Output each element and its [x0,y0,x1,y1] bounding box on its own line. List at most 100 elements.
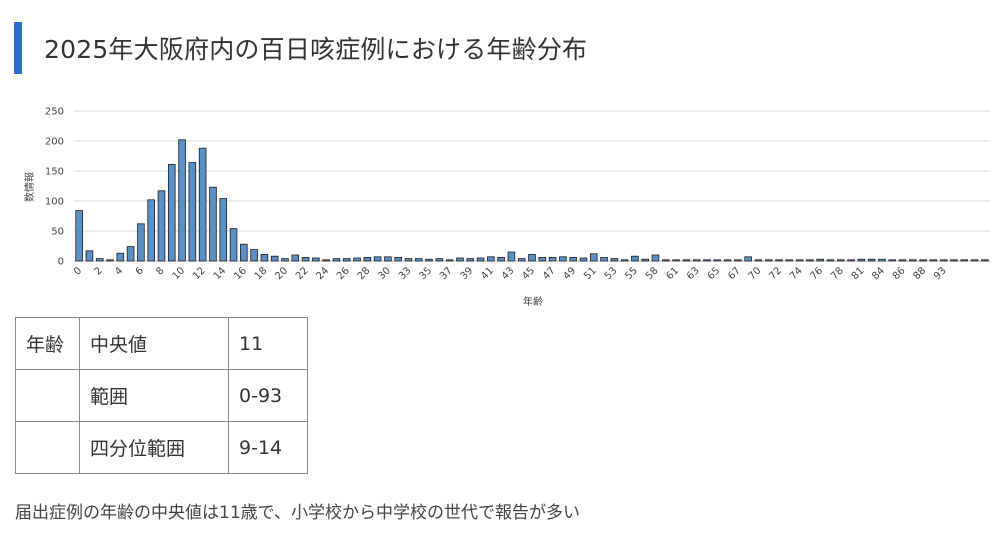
bar-age-78 [878,258,886,262]
bar-age-64 [734,259,742,262]
bar-age-51 [600,256,608,262]
y-tick-label: 200 [45,137,64,148]
x-tick-label: 35 [417,265,434,282]
bar-age-79 [888,259,897,262]
bar-age-86 [960,259,969,262]
x-tick-label: 58 [644,265,661,282]
x-tick-label: 45 [520,265,537,282]
bar-age-29 [373,256,382,262]
table-cell: 範囲 [79,369,229,422]
x-tick-label: 55 [623,265,640,282]
x-tick-label: 49 [562,265,579,282]
bar-age-24 [322,259,330,262]
bar-age-1 [85,250,94,262]
bar-age-35 [435,258,444,262]
x-tick-label: 4 [113,265,125,277]
bar-age-18 [260,253,269,262]
bar-age-44 [528,253,536,262]
x-tick-label: 76 [809,265,826,282]
bar-age-84 [939,259,948,262]
x-tick-label: 24 [314,265,331,282]
x-tick-label: 6 [134,265,146,277]
bar-age-37 [456,257,464,262]
bar-age-62 [713,259,722,262]
bar-age-67 [764,259,773,262]
bar-age-6 [137,223,145,262]
x-tick-label: 78 [829,265,846,282]
x-tick-label: 18 [253,265,270,282]
bar-age-15 [229,228,238,262]
bar-age-69 [785,259,794,262]
bar-age-28 [363,256,372,262]
y-tick-label: 0 [58,257,64,268]
x-tick-label: 0 [72,265,84,277]
bar-age-13 [209,186,217,262]
bar-age-19 [270,255,279,262]
bar-age-63 [723,259,732,262]
x-tick-label: 67 [726,265,743,282]
bar-age-43 [517,258,526,262]
bar-age-50 [589,253,598,262]
x-tick-label: 88 [911,265,928,282]
page-header: 2025年大阪府内の百日咳症例における年齢分布 [14,22,587,74]
bar-age-11 [188,162,197,262]
bar-age-81 [909,259,917,262]
x-tick-label: 30 [376,265,393,282]
bar-age-20 [281,258,289,262]
bar-age-27 [353,257,361,262]
x-tick-label: 14 [212,265,229,282]
x-tick-label: 43 [500,265,517,282]
bar-age-52 [610,258,619,262]
table-cell: 四分位範囲 [79,421,229,474]
bar-age-12 [198,147,207,262]
bar-age-39 [476,257,485,262]
bar-age-71 [806,259,814,262]
bar-age-21 [291,254,300,262]
bar-age-41 [497,256,505,262]
bar-age-58 [672,259,680,262]
table-cell [15,369,80,422]
y-tick-label: 250 [45,107,64,118]
x-tick-label: 10 [170,265,187,282]
bar-age-49 [579,257,588,262]
bar-age-10 [178,139,186,262]
bar-age-70 [795,259,804,262]
x-tick-label: 37 [438,265,455,282]
bar-age-88 [981,259,989,262]
x-tick-label: 70 [747,265,764,282]
bar-age-61 [703,259,711,262]
x-tick-label: 65 [706,265,723,282]
bar-age-73 [826,259,835,262]
x-tick-label: 39 [459,265,476,282]
x-tick-label: 84 [870,265,887,282]
bar-age-75 [847,259,855,262]
table-row: 範囲 0-93 [15,369,308,422]
bar-age-9 [167,164,176,262]
table-row: 年齢 中央値 11 [15,317,308,370]
bar-age-54 [631,255,639,262]
x-tick-label: 8 [154,265,166,277]
bar-age-42 [507,251,516,262]
bar-age-65 [744,256,752,262]
bar-age-53 [620,259,629,262]
table-row: 四分位範囲 9-14 [15,421,308,474]
bar-age-87 [970,259,979,262]
bar-age-45 [538,256,547,262]
y-tick-label: 150 [45,167,64,178]
bar-age-85 [950,259,958,262]
x-tick-label: 26 [335,265,352,282]
bar-age-77 [867,258,876,262]
x-tick-label: 72 [767,265,784,282]
bar-age-36 [445,259,454,262]
bar-age-7 [147,199,155,262]
x-tick-label: 20 [273,265,290,282]
bar-age-2 [95,258,104,262]
x-tick-label: 16 [232,265,249,282]
x-tick-label: 12 [191,265,208,282]
bar-age-5 [126,246,135,262]
age-stats-table: 年齢 中央値 11 範囲 0-93 四分位範囲 9-14 [15,317,308,474]
x-tick-label: 81 [850,265,867,282]
bar-age-66 [754,259,763,262]
x-tick-label: 41 [479,265,496,282]
bar-age-48 [569,256,577,262]
